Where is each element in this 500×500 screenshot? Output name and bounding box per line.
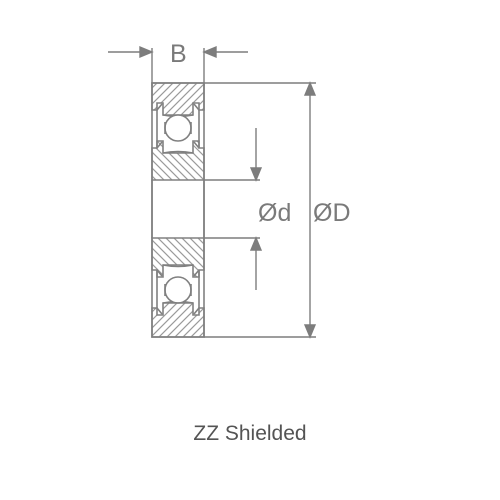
dimension-lines xyxy=(108,47,316,337)
bearing-body xyxy=(152,83,204,337)
label-B: B xyxy=(170,40,187,69)
dim-d xyxy=(204,128,261,290)
diagram-canvas: B Ød ØD ZZ Shielded xyxy=(0,0,500,500)
ball-top xyxy=(165,115,191,141)
label-D: ØD xyxy=(313,199,351,228)
label-d: Ød xyxy=(258,199,291,228)
outer-ring-top xyxy=(152,83,204,115)
ball-bottom xyxy=(165,277,191,303)
outer-ring-bottom xyxy=(152,303,204,337)
caption: ZZ Shielded xyxy=(0,422,500,446)
